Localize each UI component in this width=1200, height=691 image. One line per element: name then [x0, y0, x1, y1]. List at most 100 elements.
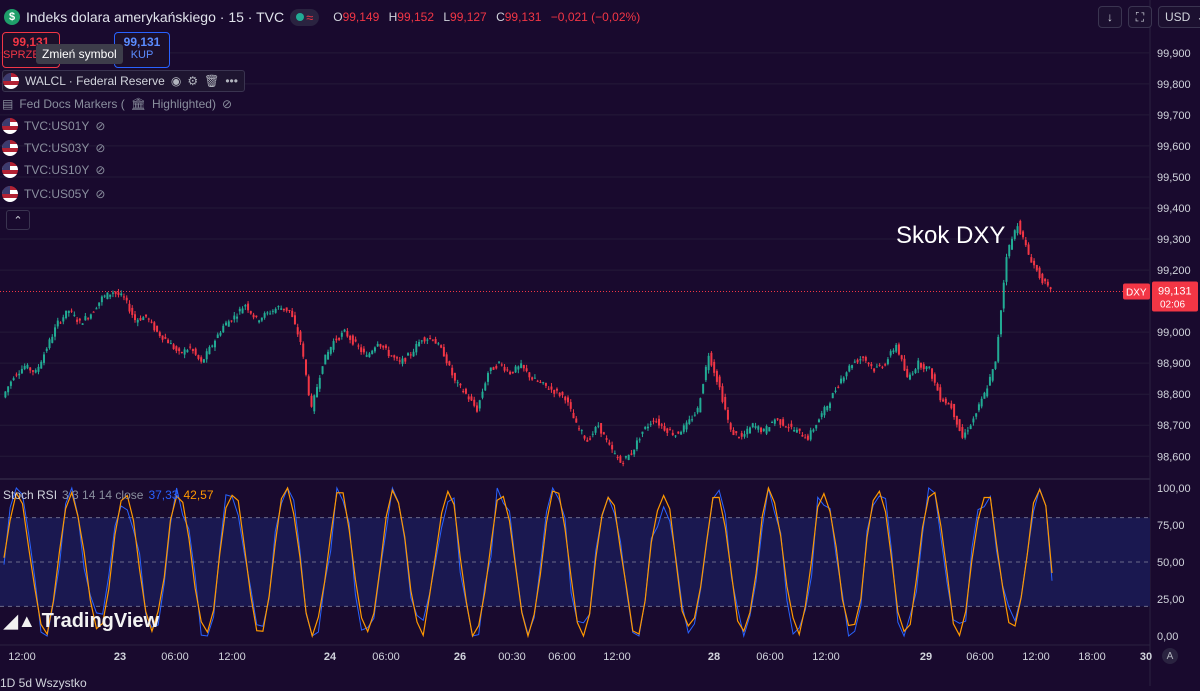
candle-body: [784, 426, 787, 428]
candle-body: [42, 354, 45, 363]
candle-body: [522, 364, 525, 369]
candle-body: [258, 320, 261, 323]
collapse-legend-button[interactable]: ⌃: [6, 210, 30, 230]
indicator-fed-docs[interactable]: ▤ Fed Docs Markers ( 🏛 Highlighted) ⊘: [2, 94, 232, 114]
candle-body: [677, 431, 680, 434]
candle-body: [886, 359, 889, 365]
candle-body: [420, 340, 423, 342]
auto-scale-button[interactable]: A: [1162, 648, 1178, 664]
candle-body: [795, 429, 798, 433]
bottom-range-bar[interactable]: 1D 5d Wszystko: [0, 676, 87, 690]
candle-body: [591, 433, 594, 435]
indicator-us03y[interactable]: TVC:US03Y ⊘: [2, 138, 105, 158]
candle-body: [947, 403, 950, 405]
candle-body: [489, 367, 492, 372]
stoch-rsi-params: 3 3 14 14 close: [62, 488, 144, 502]
candle-body: [409, 354, 412, 356]
settings-icon[interactable]: ⚙: [187, 74, 199, 88]
ohlc-change: −0,021 (−0,02%): [550, 10, 641, 24]
candle-body: [445, 354, 448, 364]
hidden-eye-icon[interactable]: ⊘: [95, 141, 106, 155]
candle-body: [106, 292, 109, 300]
candle-body: [346, 331, 349, 337]
candle-body: [914, 369, 917, 374]
candle-body: [627, 454, 630, 460]
candle-body: [928, 366, 931, 368]
candle-body: [1033, 260, 1036, 266]
indicator-us05y[interactable]: TVC:US05Y ⊘: [2, 184, 105, 204]
candle-body: [1049, 287, 1052, 290]
annotation-text[interactable]: Skok DXY: [896, 222, 1006, 249]
candle-body: [109, 294, 112, 297]
candle-body: [922, 364, 925, 370]
candle-body: [633, 449, 636, 455]
candle-body: [4, 391, 7, 398]
eye-icon[interactable]: ◉: [170, 74, 182, 88]
candle-body: [76, 319, 79, 322]
candle-body: [164, 337, 167, 339]
candle-body: [754, 426, 757, 428]
candle-body: [158, 332, 161, 337]
candle-body: [820, 413, 823, 417]
candle-body: [682, 425, 685, 432]
candle-body: [826, 406, 829, 411]
market-status[interactable]: ≈: [290, 8, 320, 26]
hidden-eye-icon[interactable]: ⊘: [95, 187, 106, 201]
candle-body: [291, 310, 294, 317]
currency-select[interactable]: USD ⌄: [1158, 6, 1200, 28]
candle-body: [503, 366, 506, 371]
candle-body: [31, 370, 34, 372]
candle-body: [900, 355, 903, 360]
indicator-us05y-label: TVC:US05Y: [24, 187, 90, 201]
more-icon[interactable]: •••: [225, 74, 238, 88]
trash-icon[interactable]: 🗑: [204, 74, 220, 88]
symbol-title[interactable]: Indeks dolara amerykańskiego · 15 · TVC: [26, 9, 285, 25]
buy-button[interactable]: 99,131 KUP: [114, 32, 170, 68]
candle-body: [997, 336, 1000, 362]
candle-body: [509, 371, 512, 375]
candle-body: [271, 310, 274, 312]
candle-body: [649, 423, 652, 425]
candle-body: [961, 427, 964, 438]
candle-body: [304, 359, 307, 375]
ohlc-values: O99,149 H99,152 L99,127 C99,131 −0,021 (…: [333, 10, 646, 24]
candle-body: [313, 395, 316, 412]
indicator-walcl[interactable]: WALCL · Federal Reserve ◉ ⚙ 🗑 •••: [2, 70, 245, 92]
indicator-us10y[interactable]: TVC:US10Y ⊘: [2, 160, 105, 180]
candle-body: [743, 434, 746, 437]
candle-body: [459, 383, 462, 386]
hidden-eye-icon[interactable]: ⊘: [221, 97, 233, 111]
candle-body: [376, 343, 379, 347]
candle-body: [87, 318, 90, 320]
hidden-eye-icon[interactable]: ⊘: [95, 163, 106, 177]
candle-body: [213, 340, 216, 348]
candle-body: [787, 427, 790, 429]
candle-body: [167, 339, 170, 344]
candle-body: [837, 386, 840, 388]
tradingview-brand: TradingView: [41, 610, 160, 632]
candle-body: [280, 308, 283, 310]
time-tick-label: 06:00: [548, 651, 576, 663]
candle-body: [735, 431, 738, 434]
candle-body: [972, 418, 975, 423]
price-tick-label: 99,600: [1157, 141, 1191, 153]
indicator-us01y[interactable]: TVC:US01Y ⊘: [2, 116, 105, 136]
candle-body: [845, 372, 848, 377]
fullscreen-icon[interactable]: ⛶: [1128, 6, 1152, 28]
wave-icon: ≈: [306, 9, 314, 25]
candle-body: [699, 398, 702, 413]
candle-body: [528, 372, 531, 378]
buy-label: KUP: [130, 49, 154, 61]
tradingview-logo[interactable]: ◢▲ TradingView: [4, 610, 159, 633]
candle-body: [393, 355, 396, 358]
candle-body: [70, 310, 73, 312]
candle-body: [669, 429, 672, 431]
down-arrow-icon[interactable]: ↓: [1098, 6, 1122, 28]
stoch-rsi-legend[interactable]: Stoch RSI 3 3 14 14 close 37,33 42,57: [3, 488, 214, 502]
candle-body: [269, 313, 272, 315]
candle-body: [128, 303, 131, 312]
candle-body: [1044, 279, 1047, 282]
hidden-eye-icon[interactable]: ⊘: [95, 119, 106, 133]
